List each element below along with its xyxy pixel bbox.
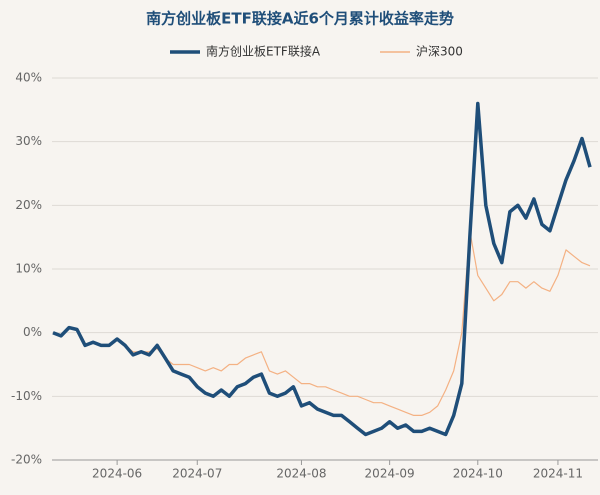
x-tick-label: 2024-11 [533, 467, 583, 481]
y-tick-label: 40% [15, 71, 42, 85]
legend-label: 南方创业板ETF联接A [206, 44, 321, 59]
x-tick-label: 2024-08 [276, 467, 326, 481]
series-line [52, 101, 592, 437]
y-tick-label: 10% [15, 262, 42, 276]
x-tick-label: 2024-06 [92, 467, 142, 481]
y-tick-label: -20% [11, 453, 42, 467]
x-tick-label: 2024-10 [453, 467, 503, 481]
y-tick-label: 30% [15, 134, 42, 148]
y-tick-label: 20% [15, 198, 42, 212]
y-tick-label: 0% [23, 325, 42, 339]
x-tick-label: 2024-09 [365, 467, 415, 481]
x-tick-label: 2024-07 [172, 467, 222, 481]
chart-title: 南方创业板ETF联接A近6个月累计收益率走势 [146, 10, 454, 28]
y-tick-label: -10% [11, 389, 42, 403]
legend-label: 沪深300 [416, 45, 463, 59]
